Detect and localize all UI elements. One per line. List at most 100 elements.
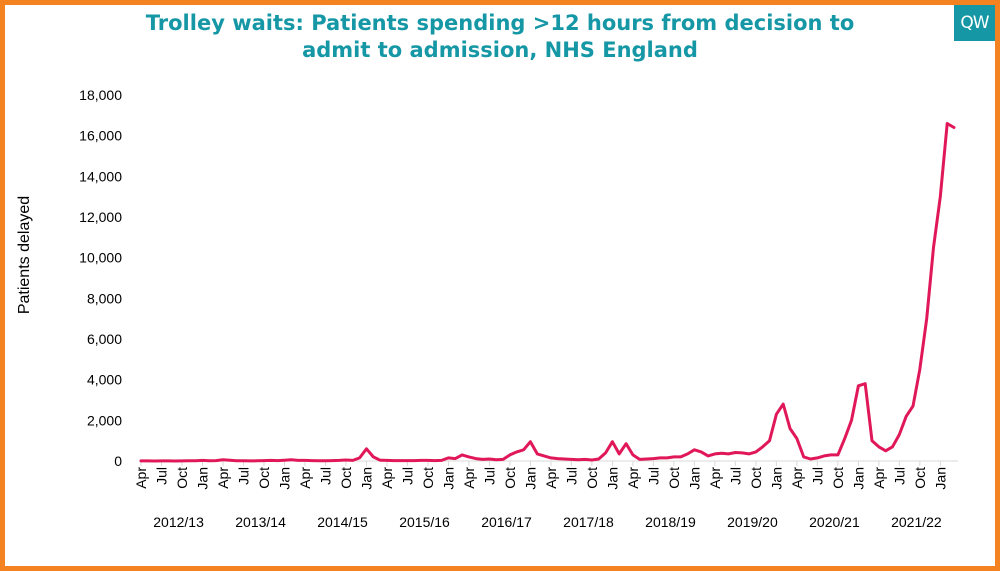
x-year-label: 2019/20 [727,514,778,530]
x-tick-label: Jan [604,467,620,490]
data-point [843,437,846,440]
x-year-label: 2012/13 [153,514,204,530]
data-point [167,459,170,462]
data-point [242,459,245,462]
x-tick-label: Jan [440,467,456,490]
y-tick-label: 16,000 [79,128,122,144]
data-point [331,459,334,462]
y-tick-label: 18,000 [79,87,122,103]
data-point [392,459,395,462]
y-tick-label: 0 [114,453,122,469]
data-point [146,459,149,462]
data-point [939,195,942,198]
x-tick-label: Jan [768,467,784,490]
data-point [707,454,710,457]
data-point [631,453,634,456]
data-point [597,458,600,461]
data-point [187,459,190,462]
data-point [659,456,662,459]
x-tick-label: Oct [338,467,354,489]
data-point [713,452,716,455]
data-point [481,458,484,461]
data-point [864,382,867,385]
x-tick-label: Jan [358,467,374,490]
x-tick-label: Jan [932,467,948,490]
data-point [734,451,737,454]
x-year-label: 2017/18 [563,514,614,530]
data-point [529,440,532,443]
series-group [139,122,956,463]
data-point [748,452,751,455]
data-point [556,457,559,460]
x-tick-label: Oct [584,467,600,489]
x-tick-label: Oct [830,467,846,489]
data-point [249,459,252,462]
chart-title-line-2: admit to admission, NHS England [302,38,698,62]
x-tick-label: Apr [461,467,477,489]
x-tick-label: Jan [194,467,210,490]
data-point [372,455,375,458]
data-point [351,459,354,462]
data-point [474,457,477,460]
data-point [488,458,491,461]
x-year-label: 2013/14 [235,514,286,530]
x-year-label: 2018/19 [645,514,696,530]
data-point [584,458,587,461]
data-point [946,122,949,125]
x-tick-label: Jan [276,467,292,490]
y-tick-label: 12,000 [79,209,122,225]
data-point [789,427,792,430]
data-point [741,451,744,454]
chart-title: Trolley waits: Patients spending >12 hou… [60,10,940,64]
data-point [338,459,341,462]
x-year-label: 2014/15 [317,514,368,530]
data-point [208,459,211,462]
x-tick-label: Oct [912,467,928,489]
data-point [290,458,293,461]
data-point [577,458,580,461]
data-point [570,458,573,461]
x-tick-label: Jul [891,467,907,485]
data-point [693,448,696,451]
data-point [194,459,197,462]
data-point [754,450,757,453]
data-point [563,458,566,461]
y-tick-label: 4,000 [87,372,122,388]
x-tick-label: Jul [809,467,825,485]
x-tick-label: Jul [399,467,415,485]
x-tick-label: Oct [420,467,436,489]
data-point [686,452,689,455]
chart-title-line-1: Trolley waits: Patients spending >12 hou… [145,11,855,35]
x-tick-label: Oct [256,467,272,489]
data-point [358,456,361,459]
data-point [891,445,894,448]
y-tick-label: 2,000 [87,412,122,428]
x-tick-label: Oct [748,467,764,489]
data-point [235,459,238,462]
data-point [160,459,163,462]
x-year-label: 2020/21 [809,514,860,530]
y-tick-label: 8,000 [87,290,122,306]
data-point [720,452,723,455]
x-tick-label: Jan [850,467,866,490]
data-point [283,459,286,462]
data-point [884,449,887,452]
data-point [379,459,382,462]
data-point [420,459,423,462]
data-point [625,442,628,445]
data-point [495,458,498,461]
data-point [877,445,880,448]
data-point [324,459,327,462]
y-axis: 0 2,000 4,000 6,000 8,000 10,000 12,000 14,000 1… [79,87,122,469]
y-tick-label: 6,000 [87,331,122,347]
data-point [365,447,368,450]
x-axis: Apr Jul Oct Jan Apr Jul Oct Jan Apr Jul Oct Jan Apr J… [133,460,958,530]
data-point [515,450,518,453]
data-point [276,459,279,462]
data-point [461,453,464,456]
data-point [269,459,272,462]
data-point [782,403,785,406]
data-point [228,459,231,462]
data-point [454,457,457,460]
